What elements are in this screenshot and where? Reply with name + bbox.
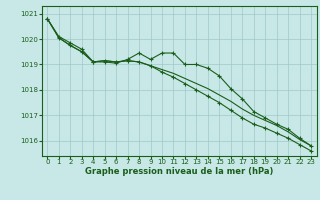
X-axis label: Graphe pression niveau de la mer (hPa): Graphe pression niveau de la mer (hPa) bbox=[85, 167, 273, 176]
